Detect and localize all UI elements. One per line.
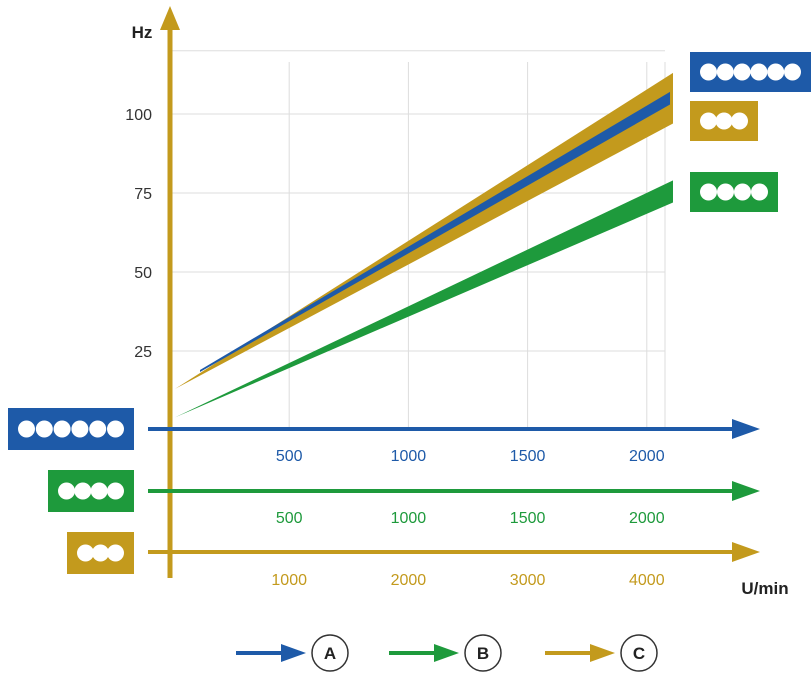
series-band-gold [175,72,673,389]
axis-badge-gold [67,532,134,574]
tick-labels: 25 50 75 100 500 1000 1500 2000 500 1000 1500 2000 1… [125,107,664,589]
x-tick-label-gold: 3000 [510,572,546,589]
legend-item-B: B [389,634,502,672]
y-tick-label: 25 [134,344,152,361]
x-tick-label-blue: 500 [276,448,303,465]
legend-item-C: C [545,634,658,672]
series-badge-blue [690,52,811,92]
dot-badges [8,52,811,574]
x-tick-label-green: 1500 [510,510,546,527]
x-tick-label-green: 1000 [391,510,427,527]
axes [148,6,760,578]
axis-badge-green [48,470,134,512]
series-band-blue [200,91,670,372]
axis-badge-blue [8,408,134,450]
x-axis-arrowhead-gold [732,542,760,562]
legend-circle [620,634,658,672]
x-tick-label-gold: 2000 [391,572,427,589]
legend-circle [464,634,502,672]
legend-arrowhead [281,644,306,662]
grid [170,50,666,430]
x-tick-label-green: 2000 [629,510,665,527]
legend-arrowhead [434,644,459,662]
series-badge-gold [690,101,758,141]
x-tick-label-green: 500 [276,510,303,527]
legend-label: B [477,644,489,663]
legend-label: C [633,644,645,663]
legend-arrowhead [590,644,615,662]
x-tick-label-gold: 1000 [271,572,307,589]
x-tick-label-gold: 4000 [629,572,665,589]
x-axis-label: U/min [741,579,788,598]
series-band-green [175,180,673,418]
x-tick-label-blue: 1500 [510,448,546,465]
series-bands [175,72,673,418]
y-tick-label: 100 [125,107,152,124]
legend-circle [311,634,349,672]
x-axis-arrowhead-blue [732,419,760,439]
legend-item-A: A [236,634,349,672]
legend-label: A [324,644,336,663]
x-axis-arrowhead-green [732,481,760,501]
y-axis-arrowhead [160,6,180,30]
x-tick-label-blue: 2000 [629,448,665,465]
y-tick-label: 50 [134,265,152,282]
series-badge-green [690,172,778,212]
legend: A B C [236,634,658,672]
x-tick-label-blue: 1000 [391,448,427,465]
y-tick-label: 75 [134,186,152,203]
y-axis-label: Hz [132,23,153,42]
